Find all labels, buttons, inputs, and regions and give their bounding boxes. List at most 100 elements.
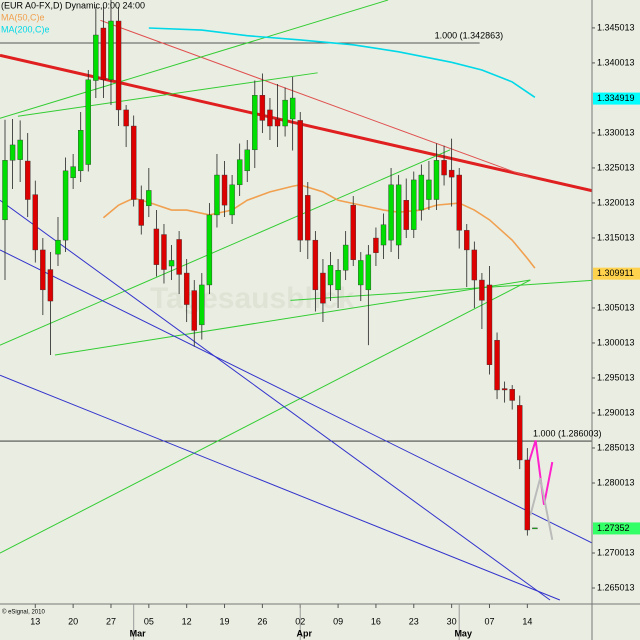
candle-body	[471, 249, 478, 281]
y-tick-label: 1.340013	[597, 57, 635, 67]
copyright: © eSignal, 2010	[2, 609, 45, 616]
legend-entry: MA(200,C)e	[1, 24, 50, 34]
candle-body	[373, 237, 379, 253]
trendline	[0, 199, 551, 601]
y-tick-label: 1.295013	[597, 372, 635, 382]
trendline	[0, 279, 531, 554]
candle-body	[312, 239, 319, 291]
candle-body	[138, 199, 144, 226]
axis-marker	[593, 267, 640, 280]
candle-body	[395, 184, 402, 246]
trendline	[0, 149, 451, 346]
trendline	[54, 279, 531, 356]
candle-body	[274, 118, 281, 127]
legend-entry: MA(50,C)e	[1, 12, 45, 22]
candle-body	[252, 95, 258, 151]
candle-body	[282, 99, 288, 127]
candle-body	[115, 20, 122, 111]
y-tick-label: 1.280013	[597, 477, 635, 487]
month-label: May	[454, 628, 472, 638]
candle-body	[236, 159, 243, 186]
x-tick-label: 16	[371, 616, 381, 626]
candle-body	[77, 130, 84, 172]
candle-body	[130, 125, 137, 200]
trendline	[100, 19, 531, 179]
candle-body	[517, 405, 523, 461]
candle-body	[501, 388, 508, 391]
x-tick-label: 09	[333, 616, 343, 626]
month-label: Apr	[296, 628, 312, 638]
projection	[529, 477, 554, 540]
candle-body	[47, 269, 54, 302]
candle-body	[441, 160, 447, 176]
candle-body	[100, 27, 107, 81]
candle-body	[509, 389, 515, 401]
candle-body	[168, 260, 175, 267]
trendline	[17, 72, 318, 117]
candle-body	[62, 170, 69, 241]
x-tick-label: 30	[447, 616, 457, 626]
x-tick-label: 26	[257, 616, 267, 626]
candle-body	[335, 270, 341, 291]
candle-body	[411, 179, 417, 230]
candle-body	[25, 160, 31, 200]
candle-body	[2, 160, 8, 221]
y-tick-label: 1.325013	[597, 162, 635, 172]
y-tick-label: 1.290013	[597, 407, 635, 417]
trendline	[0, 0, 389, 119]
chart-title: (EUR A0-FX,D) Dynamic,0:00 24:00	[1, 0, 145, 10]
x-tick-label: 14	[522, 616, 532, 626]
candle-body	[70, 166, 76, 179]
candle-body	[206, 214, 213, 286]
candle-body	[9, 144, 16, 161]
candle-body	[221, 174, 228, 206]
candle-body	[464, 230, 470, 251]
month-label: Mar	[130, 628, 147, 638]
candle-body	[146, 190, 152, 207]
level-label: 1.000 (1.342863)	[435, 30, 504, 40]
candle-body	[183, 272, 190, 305]
candle-body	[524, 459, 531, 531]
trendline	[0, 249, 592, 544]
x-tick-label: 20	[68, 616, 78, 626]
axis-marker-label: 1.309911	[597, 268, 634, 278]
candle-body	[380, 224, 387, 246]
candle-body	[365, 254, 372, 291]
candle-body	[342, 244, 349, 271]
moving-average	[102, 184, 536, 269]
candle-body	[358, 260, 364, 286]
trendline	[0, 374, 561, 601]
candle-body	[327, 265, 334, 286]
candle-body	[479, 279, 485, 301]
candle-body	[55, 239, 61, 255]
x-tick-label: 13	[30, 616, 40, 626]
x-tick-label: 27	[106, 616, 116, 626]
candle-body	[108, 20, 114, 81]
candle-body	[289, 97, 296, 120]
candle-body	[388, 184, 394, 241]
candle-body	[229, 184, 235, 216]
candle-body	[123, 109, 129, 127]
trendline	[290, 279, 592, 301]
y-tick-label: 1.305013	[597, 302, 635, 312]
y-tick-label: 1.300013	[597, 337, 635, 347]
moving-average	[148, 27, 536, 98]
candle-body	[267, 109, 273, 127]
candle-body	[448, 169, 455, 178]
axis-marker	[593, 522, 640, 535]
y-tick-label: 1.270013	[597, 547, 635, 557]
candle-body	[191, 290, 197, 331]
candle-body	[433, 160, 440, 200]
y-tick-label: 1.330013	[597, 127, 635, 137]
axis-marker-label: 1.334919	[597, 93, 635, 103]
candle-body	[418, 174, 425, 211]
candle-body	[214, 174, 220, 216]
y-tick-label: 1.265013	[597, 582, 635, 592]
candle-body	[259, 95, 266, 121]
x-tick-label: 07	[484, 616, 494, 626]
candle-body	[456, 174, 462, 231]
candle-body	[350, 204, 356, 260]
candle-body	[17, 139, 23, 160]
axis-marker-label: 1.27352	[597, 523, 630, 533]
candle-body	[93, 34, 99, 81]
